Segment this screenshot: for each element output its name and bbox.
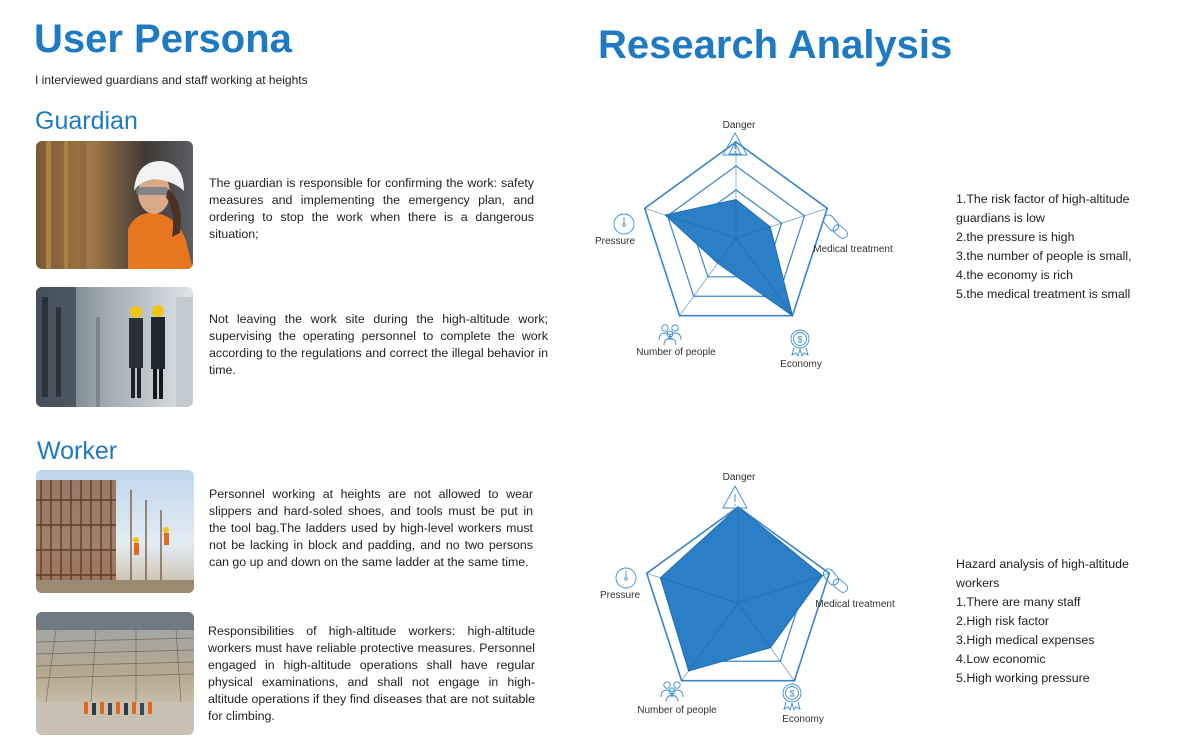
radar-spoke [646, 572, 739, 604]
people-group-icon [660, 681, 684, 703]
guardian-radar-chart: Danger Medical treatment Economy $ Numbe… [595, 120, 893, 370]
guardian-heading: Guardian [35, 107, 138, 135]
radar-grid-ring [645, 506, 831, 682]
radar-2-label-people: Number of people [637, 705, 717, 716]
research-analysis-title: Research Analysis [598, 23, 953, 67]
worker-finding-item: 5.High working pressure [956, 671, 1090, 685]
worker-radar-area [659, 506, 824, 672]
radar-spoke [735, 207, 828, 239]
worker-finding-item: 3.High medical expenses [956, 633, 1095, 647]
worker-photo-2 [36, 612, 194, 735]
worker-heading: Worker [37, 437, 118, 465]
guardian-photo-2 [36, 287, 193, 407]
guardian-finding-item: 5.the medical treatment is small [956, 287, 1131, 301]
pills-icon [822, 568, 848, 593]
radar-1-label-pressure: Pressure [595, 236, 635, 247]
radar-2-label-danger: Danger [723, 472, 756, 483]
guardian-paragraph-1: The guardian is responsible for confirmi… [209, 176, 534, 241]
dollar-coin-icon: $ [782, 683, 802, 712]
radar-1-label-danger: Danger [723, 120, 756, 131]
guardian-finding-item: 4.the economy is rich [956, 268, 1074, 282]
radar-2-label-pressure: Pressure [600, 590, 640, 601]
worker-finding-item: Hazard analysis of high-altitude workers [956, 557, 1129, 590]
guardian-radar-area [664, 199, 794, 317]
pressure-gauge-icon [613, 213, 635, 235]
pills-icon [822, 214, 848, 239]
worker-paragraph-2: Responsibilities of high-altitude worker… [208, 624, 535, 723]
radar-spoke [644, 207, 737, 239]
radar-grid-ring [643, 141, 829, 317]
worker-photo-1 [36, 470, 194, 593]
radar-spoke [681, 602, 739, 681]
radar-spoke [735, 237, 793, 316]
radar-2-label-economy: Economy [782, 714, 824, 725]
guardian-finding-item: 1.The risk factor of high-altitude guard… [956, 192, 1130, 225]
warning-triangle-icon [722, 132, 748, 156]
guardian-paragraph-2: Not leaving the work site during the hig… [209, 312, 548, 377]
worker-finding-item: 1.There are many staff [956, 595, 1081, 609]
radar-spoke [737, 572, 830, 604]
worker-paragraph-1: Personnel working at heights are not all… [209, 487, 533, 569]
guardian-finding-item: 2.the pressure is high [956, 230, 1075, 244]
radar-spoke [737, 602, 795, 681]
radar-1-label-economy: Economy [780, 359, 822, 370]
radar-spoke [679, 237, 737, 316]
warning-triangle-icon [722, 485, 748, 509]
intro-text: I interviewed guardians and staff workin… [35, 73, 308, 87]
radar-1-label-people: Number of people [636, 347, 716, 358]
svg-text:$: $ [797, 335, 802, 345]
worker-findings-list: Hazard analysis of high-altitude workers… [956, 555, 1156, 688]
worker-finding-item: 2.High risk factor [956, 614, 1049, 628]
worker-radar-chart: Danger Medical treatment Economy $ Numbe… [600, 472, 895, 725]
guardian-findings-list: 1.The risk factor of high-altitude guard… [956, 190, 1156, 304]
svg-text:$: $ [789, 689, 794, 699]
radar-1-label-medical: Medical treatment [813, 244, 893, 255]
dollar-coin-icon: $ [790, 329, 810, 358]
guardian-finding-item: 3.the number of people is small, [956, 249, 1132, 263]
worker-finding-item: 4.Low economic [956, 652, 1046, 666]
pressure-gauge-icon [615, 567, 637, 589]
radar-grid-ring [666, 165, 806, 297]
user-persona-title: User Persona [34, 17, 292, 61]
radar-2-label-medical: Medical treatment [815, 599, 895, 610]
people-group-icon [658, 324, 682, 346]
guardian-photo-1 [36, 141, 193, 269]
